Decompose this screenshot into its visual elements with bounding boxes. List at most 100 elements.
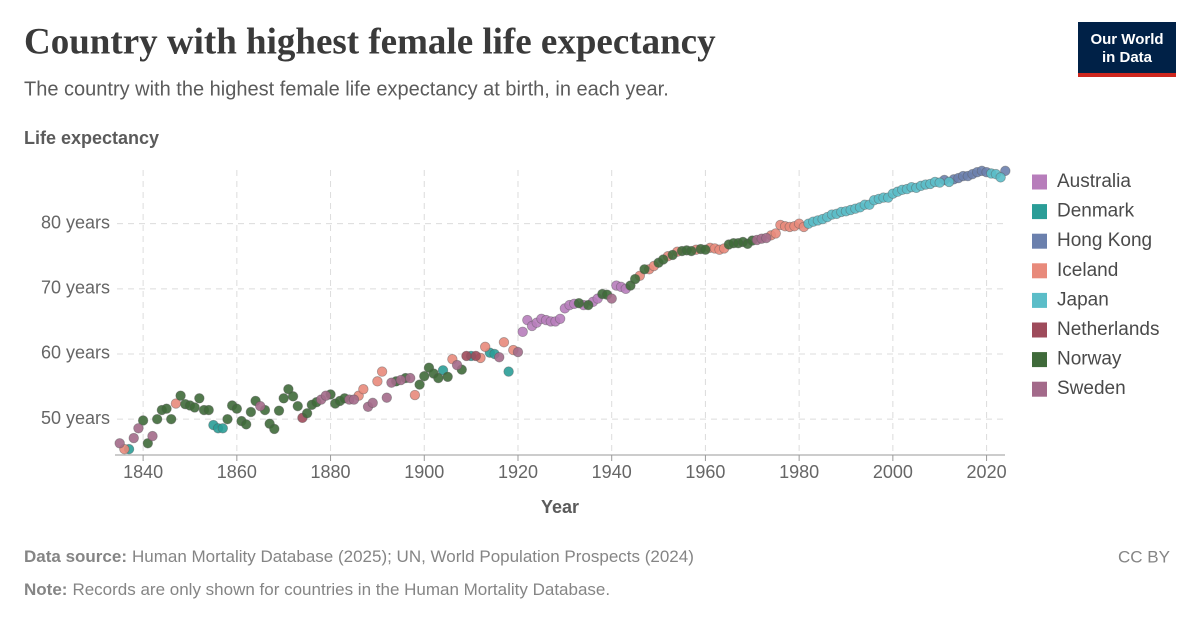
source: Data source: Human Mortality Database (20… xyxy=(24,547,694,566)
source-text: Human Mortality Database (2025); UN, Wor… xyxy=(132,547,694,566)
point xyxy=(269,423,280,435)
y-tick-label: 80 years xyxy=(41,212,110,232)
x-tick-label: 1840 xyxy=(123,462,163,482)
legend-label: Japan xyxy=(1057,289,1109,310)
point xyxy=(133,423,144,434)
point xyxy=(292,400,303,412)
x-tick-label: 2020 xyxy=(967,462,1007,482)
point xyxy=(686,245,697,257)
legend-swatch xyxy=(1032,381,1047,397)
point xyxy=(231,403,243,414)
point xyxy=(147,430,158,442)
legend-swatch xyxy=(1032,322,1047,338)
point xyxy=(479,341,491,353)
point xyxy=(161,403,172,414)
point xyxy=(287,391,299,402)
point xyxy=(245,406,257,418)
point xyxy=(761,232,772,244)
point xyxy=(142,438,154,449)
legend-label: Australia xyxy=(1057,171,1131,192)
point xyxy=(517,326,528,338)
logo[interactable]: Our World in Data xyxy=(1078,22,1176,77)
point xyxy=(203,404,214,416)
legend-swatch xyxy=(1032,233,1047,249)
x-tick-label: 1960 xyxy=(685,462,725,482)
chart-subtitle: The country with the highest female life… xyxy=(24,78,669,100)
point xyxy=(348,394,360,405)
point xyxy=(273,405,285,416)
x-tick-label: 1920 xyxy=(498,462,538,482)
point xyxy=(554,313,566,324)
legend-label: Denmark xyxy=(1057,201,1135,222)
logo-text: Our World xyxy=(1090,31,1163,48)
y-axis-label: Life expectancy xyxy=(24,128,159,148)
point xyxy=(943,176,955,188)
point xyxy=(376,366,388,377)
note-label: Note: xyxy=(24,580,67,599)
chart-title: Country with highest female life expecta… xyxy=(24,21,716,62)
source-label: Data source: xyxy=(24,547,127,566)
point xyxy=(128,432,139,444)
x-axis-label: Year xyxy=(541,497,579,517)
point xyxy=(629,273,641,285)
legend-swatch xyxy=(1032,204,1047,220)
point xyxy=(405,372,416,384)
point xyxy=(166,413,177,425)
legend-label: Sweden xyxy=(1057,378,1126,399)
x-tick-label: 1860 xyxy=(217,462,257,482)
legend-swatch xyxy=(1032,174,1047,190)
point xyxy=(770,228,781,239)
legend-label: Norway xyxy=(1057,349,1122,370)
logo-text: in Data xyxy=(1102,49,1153,66)
x-tick-label: 1980 xyxy=(779,462,819,482)
point xyxy=(137,415,149,426)
point xyxy=(419,370,430,382)
y-tick-label: 60 years xyxy=(41,343,110,363)
note: Note: Records are only shown for countrie… xyxy=(24,580,610,599)
point xyxy=(573,297,585,309)
point xyxy=(320,390,332,401)
y-tick-label: 70 years xyxy=(41,278,110,298)
point xyxy=(498,337,510,348)
point xyxy=(175,390,186,401)
point xyxy=(372,376,383,387)
point xyxy=(409,389,421,401)
point xyxy=(255,400,266,412)
point xyxy=(194,393,205,404)
point xyxy=(658,254,669,265)
point xyxy=(934,177,945,188)
point xyxy=(367,397,378,409)
point xyxy=(512,346,524,358)
point xyxy=(451,359,463,371)
point xyxy=(386,377,397,388)
point xyxy=(283,383,294,395)
point xyxy=(151,413,163,425)
point xyxy=(114,438,125,449)
point xyxy=(433,372,444,384)
point xyxy=(414,379,425,390)
point xyxy=(494,352,505,363)
point xyxy=(301,408,313,419)
point xyxy=(442,371,453,382)
point xyxy=(470,350,482,362)
point xyxy=(217,423,228,434)
legend-swatch xyxy=(1032,352,1047,368)
point xyxy=(381,392,392,403)
note-text: Records are only shown for countries in … xyxy=(72,580,610,599)
point xyxy=(700,244,711,255)
point xyxy=(667,249,678,261)
x-tick-label: 1900 xyxy=(404,462,444,482)
legend-swatch xyxy=(1032,263,1047,279)
logo-box xyxy=(1078,22,1176,77)
point xyxy=(606,293,617,304)
x-tick-label: 2000 xyxy=(873,462,913,482)
point xyxy=(639,264,650,275)
legend-label: Hong Kong xyxy=(1057,230,1152,251)
point xyxy=(995,172,1006,183)
y-tick-label: 50 years xyxy=(41,408,110,428)
legend-label: Iceland xyxy=(1057,260,1118,281)
point xyxy=(222,413,233,425)
logo-bar xyxy=(1078,73,1176,77)
license: CC BY xyxy=(1118,547,1170,566)
